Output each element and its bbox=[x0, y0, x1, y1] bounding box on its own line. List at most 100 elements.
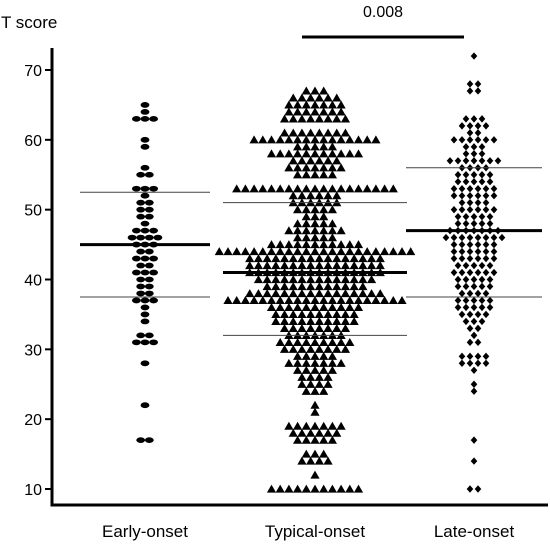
data-point-triangle bbox=[258, 296, 268, 305]
data-point-triangle bbox=[353, 303, 364, 312]
data-point-ellipse bbox=[140, 185, 150, 192]
data-point-triangle bbox=[366, 254, 377, 263]
data-point-ellipse bbox=[132, 255, 141, 262]
data-point-triangle bbox=[332, 128, 342, 137]
data-point-diamond bbox=[474, 359, 482, 367]
data-point-triangle bbox=[327, 226, 337, 235]
data-point-triangle bbox=[358, 254, 368, 263]
data-point-triangle bbox=[223, 247, 233, 256]
data-point-diamond bbox=[474, 310, 482, 319]
data-point-diamond bbox=[470, 457, 478, 465]
data-point-triangle bbox=[362, 135, 372, 144]
data-point-triangle bbox=[323, 191, 333, 200]
data-point-triangle bbox=[323, 93, 333, 102]
data-point-triangle bbox=[288, 323, 298, 332]
data-point-triangle bbox=[262, 289, 272, 298]
data-point-triangle bbox=[284, 358, 294, 367]
data-point-diamond bbox=[466, 359, 474, 367]
data-point-triangle bbox=[319, 86, 329, 95]
data-point-diamond bbox=[458, 233, 466, 242]
data-point-triangle bbox=[271, 310, 281, 319]
data-point-triangle bbox=[358, 289, 368, 298]
data-point-triangle bbox=[319, 421, 329, 430]
data-point-triangle bbox=[306, 289, 316, 298]
p-value-label: 0.008 bbox=[363, 4, 403, 21]
data-point-triangle bbox=[319, 184, 329, 193]
data-point-triangle bbox=[349, 275, 359, 284]
data-point-diamond bbox=[470, 387, 478, 395]
data-point-triangle bbox=[310, 407, 320, 416]
data-point-triangle bbox=[332, 114, 342, 123]
data-point-diamond bbox=[486, 178, 494, 186]
data-point-triangle bbox=[375, 254, 385, 263]
data-point-ellipse bbox=[149, 269, 159, 276]
data-point-diamond bbox=[462, 143, 470, 151]
data-point-ellipse bbox=[132, 269, 141, 276]
data-point-triangle bbox=[306, 428, 316, 437]
data-point-triangle bbox=[301, 135, 311, 144]
data-point-triangle bbox=[275, 303, 285, 312]
data-point-diamond bbox=[486, 303, 494, 312]
y-tick-label: 60 bbox=[24, 133, 42, 150]
data-point-triangle bbox=[310, 358, 320, 367]
data-point-triangle bbox=[275, 149, 285, 158]
data-point-triangle bbox=[297, 93, 307, 102]
data-point-diamond bbox=[466, 352, 474, 361]
data-point-triangle bbox=[288, 254, 298, 263]
data-point-triangle bbox=[327, 365, 337, 374]
data-point-triangle bbox=[319, 149, 329, 158]
data-point-triangle bbox=[319, 303, 329, 312]
data-point-diamond bbox=[490, 192, 498, 200]
data-point-triangle bbox=[288, 128, 298, 137]
data-point-triangle bbox=[262, 261, 272, 270]
data-point-triangle bbox=[336, 247, 346, 256]
data-point-triangle bbox=[279, 323, 290, 332]
data-point-triangle bbox=[319, 240, 329, 249]
data-point-triangle bbox=[353, 484, 364, 493]
labels: 10 20 30 40 50 60 70 T score Early-onset Typical-… bbox=[1, 4, 514, 541]
data-point-triangle bbox=[388, 296, 398, 305]
data-point-triangle bbox=[284, 337, 294, 346]
data-point-ellipse bbox=[144, 171, 154, 178]
data-point-diamond bbox=[474, 247, 482, 256]
data-point-diamond bbox=[458, 289, 466, 298]
data-point-diamond bbox=[470, 52, 478, 60]
data-point-diamond bbox=[470, 436, 478, 444]
data-point-triangle bbox=[345, 247, 355, 256]
data-point-diamond bbox=[450, 240, 458, 249]
data-point-diamond bbox=[462, 219, 470, 228]
data-point-triangle bbox=[293, 163, 303, 172]
data-point-ellipse bbox=[140, 318, 150, 325]
data-point-triangle bbox=[327, 247, 337, 256]
data-point-triangle bbox=[279, 275, 290, 284]
data-point-triangle bbox=[358, 261, 368, 270]
data-point-triangle bbox=[323, 254, 333, 263]
data-point-triangle bbox=[362, 184, 372, 193]
data-point-triangle bbox=[293, 233, 303, 242]
data-point-diamond bbox=[466, 233, 474, 242]
data-point-triangle bbox=[366, 289, 377, 298]
data-point-diamond bbox=[462, 212, 470, 221]
data-point-triangle bbox=[284, 421, 294, 430]
data-point-triangle bbox=[297, 379, 307, 388]
data-point-triangle bbox=[279, 289, 290, 298]
data-point-triangle bbox=[279, 282, 290, 291]
data-point-diamond bbox=[482, 289, 490, 298]
data-point-ellipse bbox=[140, 304, 150, 311]
data-point-triangle bbox=[366, 261, 377, 270]
data-point-triangle bbox=[319, 386, 329, 395]
data-point-triangle bbox=[310, 337, 320, 346]
data-point-triangle bbox=[319, 212, 329, 221]
data-point-triangle bbox=[314, 323, 324, 332]
data-point-diamond bbox=[458, 310, 466, 319]
data-point-diamond bbox=[474, 352, 482, 361]
data-point-diamond bbox=[478, 261, 486, 270]
data-point-triangle bbox=[253, 275, 264, 284]
data-point-diamond bbox=[450, 205, 458, 214]
data-point-triangle bbox=[288, 428, 298, 437]
data-point-diamond bbox=[470, 157, 478, 165]
data-point-diamond bbox=[466, 87, 474, 95]
data-point-triangle bbox=[284, 163, 294, 172]
data-point-triangle bbox=[301, 100, 311, 109]
data-point-triangle bbox=[279, 310, 290, 319]
